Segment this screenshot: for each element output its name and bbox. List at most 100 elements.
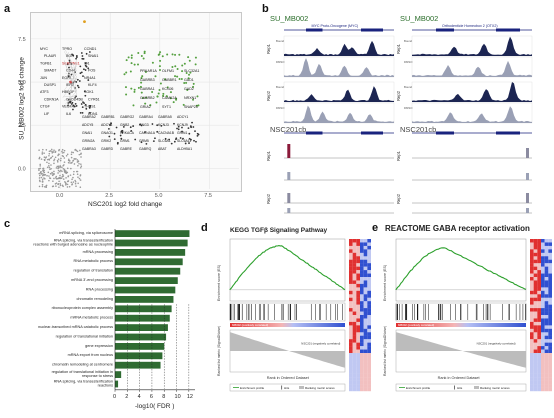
- heatmap-cell: [363, 325, 368, 330]
- heatmap-cell: [367, 363, 371, 368]
- heatmap-cell: [530, 384, 534, 388]
- heatmap-cell: [533, 318, 538, 323]
- gene-label: BGN: [66, 54, 74, 58]
- scatter-point: [176, 75, 179, 78]
- scatter-point: [44, 177, 46, 180]
- heatmap-cell: [544, 356, 549, 361]
- heatmap-cell: [544, 359, 549, 364]
- heatmap-cell: [363, 245, 368, 250]
- heatmap-cell: [349, 325, 353, 330]
- scatter-point: [53, 149, 55, 151]
- heatmap-cell: [352, 339, 357, 343]
- pos-corr-label: MB002 (positively correlated): [232, 323, 268, 327]
- scatter-point: [46, 158, 49, 161]
- heatmap-cell: [530, 363, 534, 368]
- gene-label: GABRB2: [140, 96, 155, 100]
- heatmap-cell: [363, 359, 368, 364]
- scatter-point: [142, 57, 145, 60]
- heatmap-cell: [530, 304, 534, 309]
- heatmap-cell: [356, 377, 360, 381]
- heatmap-cell: [349, 252, 353, 257]
- heatmap-cell: [367, 270, 371, 274]
- heatmap-cell: [541, 290, 545, 295]
- scatter-point: [83, 90, 86, 93]
- label-connector: [63, 94, 77, 101]
- gene-label: CACNA1B: [158, 131, 175, 135]
- scatter-point: [159, 51, 162, 54]
- scatter-point: [61, 170, 63, 173]
- heatmap-cell: [537, 297, 541, 302]
- heatmap-cell: [360, 263, 364, 267]
- scatter-point: [78, 177, 81, 180]
- scatter-point: [139, 123, 142, 126]
- heatmap-cell: [533, 353, 538, 357]
- scatter-point: [187, 56, 190, 59]
- heatmap-cell: [548, 363, 552, 368]
- heatmap-cell: [537, 266, 541, 271]
- scatter-point: [84, 94, 87, 97]
- heatmap-cell: [349, 356, 353, 361]
- scatter-point: [61, 150, 63, 153]
- heatmap-cell: [548, 308, 552, 312]
- scatter-point: [121, 129, 124, 132]
- gene-label: IL6: [66, 112, 71, 116]
- bar: [115, 324, 168, 331]
- heatmap-cell: [360, 304, 364, 309]
- heatmap-cell: [352, 242, 357, 247]
- heatmap-cell: [367, 280, 371, 285]
- scatter-point: [177, 125, 180, 128]
- scatter-point: [84, 64, 87, 67]
- scatter-plot: 0.0 0.0 2.5 2.5 5.0 5.0 7.5 7.5 MYC TPRO CCND1 PLAU…: [18, 13, 239, 199]
- heatmap-cell: [349, 359, 353, 364]
- gene-label: DUSP1: [44, 83, 56, 87]
- scatter-point: [54, 151, 57, 154]
- heatmap-cell: [352, 359, 357, 364]
- heatmap-cell: [360, 373, 364, 378]
- category-label: RNA splicing, via transesterification: [54, 379, 113, 383]
- heatmap-cell: [537, 325, 541, 330]
- scatter-point: [51, 151, 54, 154]
- heatmap-cell: [360, 332, 364, 336]
- scatter-point: [143, 52, 146, 55]
- heatmap-cell: [533, 277, 538, 281]
- heatmap-cell: [367, 366, 371, 371]
- heatmap-cell: [360, 239, 364, 243]
- scatter-point: [72, 181, 75, 183]
- gene-label: NRXN1: [184, 96, 196, 100]
- heatmap-cell: [356, 349, 360, 354]
- heatmap-cell: [352, 301, 357, 305]
- heatmap-cell: [541, 353, 545, 357]
- heatmap-cell: [541, 366, 545, 371]
- scatter-point: [159, 59, 162, 62]
- heatmap-cell: [360, 342, 364, 347]
- gene-label: ADCY1: [177, 115, 188, 119]
- scatter-point: [59, 166, 62, 168]
- heatmap-cell: [537, 328, 541, 333]
- scatter-point: [61, 173, 64, 176]
- scatter-point: [188, 59, 191, 62]
- category-label: mRNA metabolic process: [70, 316, 113, 320]
- heatmap-cell: [541, 335, 545, 340]
- scatter-point: [71, 178, 73, 181]
- heatmap-cell: [352, 332, 357, 336]
- heatmap-cell: [548, 349, 552, 354]
- es-ylabel: Enrichment score (ES): [217, 265, 221, 301]
- track-sublabel: Bound: [276, 39, 285, 43]
- scatter-point: [196, 135, 199, 137]
- heatmap-cell: [356, 280, 360, 285]
- heatmap-cell: [530, 290, 534, 295]
- heatmap-cell: [363, 335, 368, 340]
- gene-label: GABRE: [120, 147, 133, 151]
- scatter-point: [74, 180, 77, 183]
- gene-exon: [361, 28, 383, 32]
- gene-label: GABRG2: [120, 115, 134, 119]
- heatmap-cell: [537, 294, 541, 298]
- heatmap-cell: [352, 263, 357, 267]
- scatter-point: [82, 75, 84, 78]
- category-label: mRNA splicing, via spliceosome: [59, 231, 113, 235]
- heatmap-cell: [548, 297, 552, 302]
- gene-label: GRIN1: [177, 131, 187, 135]
- heatmap-cell: [349, 301, 353, 305]
- gene-label: KLF4: [88, 83, 97, 87]
- track-frame: [283, 35, 395, 57]
